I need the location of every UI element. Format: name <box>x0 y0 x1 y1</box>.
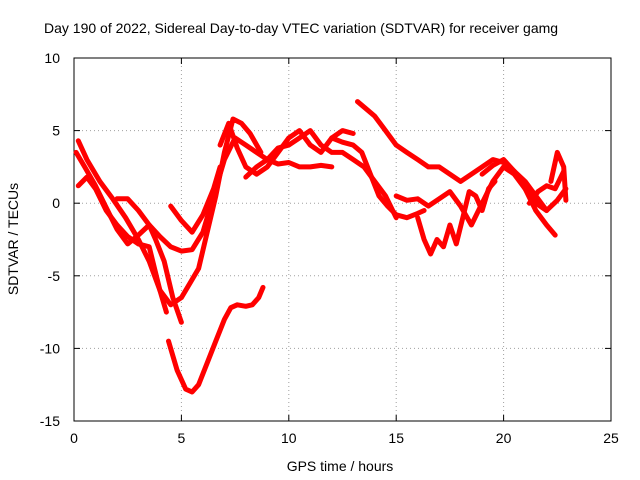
y-tick-label: 10 <box>44 50 60 66</box>
y-tick-label: 0 <box>52 195 60 211</box>
y-tick-label: 5 <box>52 123 60 139</box>
x-tick-label: 25 <box>603 430 619 446</box>
y-tick-label: -15 <box>40 413 60 429</box>
series-line-arc-9 <box>329 135 427 221</box>
series-line-arc-6 <box>166 284 266 395</box>
x-tick-label: 20 <box>496 430 512 446</box>
y-tick-label: -10 <box>40 340 60 356</box>
x-axis-label: GPS time / hours <box>287 458 394 474</box>
series-line-arc-4 <box>114 196 184 325</box>
x-tick-label: 15 <box>388 430 404 446</box>
series-line-arc-15 <box>548 149 569 203</box>
x-tick-label: 10 <box>281 430 297 446</box>
series-group <box>73 99 569 395</box>
series-line-arc-2 <box>75 116 264 308</box>
y-axis-label: SDTVAR / TECUs <box>5 183 21 295</box>
series-line-arc-14 <box>526 168 567 206</box>
series-line-arc-13 <box>479 157 558 238</box>
plot-frame <box>73 57 612 422</box>
ticks: 0 5 10 15 20 25 -15 -10 -5 0 5 10 <box>40 50 619 446</box>
series-line-arc-8 <box>243 128 399 221</box>
series-line-arc-3 <box>75 174 169 315</box>
x-tick-label: 0 <box>70 430 78 446</box>
series-line-arc-12 <box>415 178 498 257</box>
x-tick-label: 5 <box>178 430 186 446</box>
series-line-arc-5 <box>168 164 223 235</box>
series-line-arc-1 <box>73 135 335 254</box>
chart-title: Day 190 of 2022, Sidereal Day-to-day VTE… <box>44 20 558 36</box>
y-tick-label: -5 <box>48 268 61 284</box>
